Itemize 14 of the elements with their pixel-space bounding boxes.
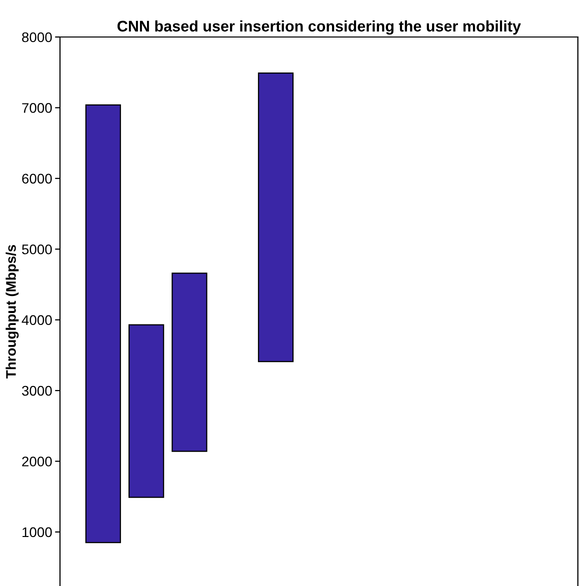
- bar: [128, 324, 164, 498]
- chart-title: CNN based user insertion considering the user mobility: [118, 20, 521, 35]
- y-tick-label: 1000: [22, 527, 52, 538]
- y-tick-label: 6000: [22, 174, 52, 184]
- bar: [258, 72, 294, 362]
- y-tick-label: 3000: [22, 386, 52, 396]
- bar: [85, 104, 121, 544]
- y-tick-label: 5000: [22, 244, 52, 254]
- y-tick-label: 2000: [22, 456, 52, 466]
- y-axis-title: Throughput (Mbps/s: [6, 244, 19, 378]
- bar: [172, 272, 208, 452]
- y-tick-label: 4000: [22, 315, 52, 326]
- y-tick-label: 8000: [22, 32, 52, 42]
- y-tick-label: 7000: [22, 103, 52, 113]
